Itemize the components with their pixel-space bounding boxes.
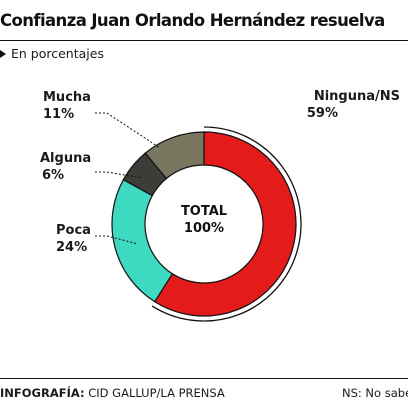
subtitle-text: En porcentajes (11, 46, 104, 61)
slice-value-ninguna: 59% (306, 106, 338, 121)
donut-slices (111, 126, 302, 322)
donut-center-label: TOTAL 100% (164, 203, 244, 237)
source-credit: INFOGRAFÍA: CID GALLUP/LA PRENSA (0, 386, 225, 400)
leader-line-mucha (95, 112, 161, 149)
slice-value-alguna: 6% (42, 168, 65, 183)
chart-subtitle: En porcentajes (0, 46, 104, 61)
bottom-divider (0, 378, 408, 379)
center-total-value: 100% (183, 221, 225, 236)
donut-slice-ninguna-ns (153, 131, 297, 317)
leader-line-poca (95, 235, 139, 245)
slice-value-poca: 24% (56, 240, 88, 255)
slice-name-alguna: Alguna (40, 151, 92, 166)
slice-name-poca: Poca (56, 223, 91, 238)
footnote: NS: No sabe (342, 386, 408, 400)
slice-label-ninguna: Ninguna/NS 59% (290, 88, 400, 122)
slice-value-mucha: 11% (43, 107, 75, 122)
triangle-bullet-icon (0, 49, 6, 58)
chart-title: Confianza Juan Orlando Hernández resuelv… (0, 11, 385, 30)
slice-name-mucha: Mucha (43, 90, 91, 105)
slice-label-alguna: Alguna 6% (40, 150, 91, 184)
slice-label-mucha: Mucha 11% (43, 89, 91, 123)
credit-label: INFOGRAFÍA: (0, 386, 85, 400)
credit-value: CID GALLUP/LA PRENSA (88, 386, 225, 400)
center-total-label: TOTAL (180, 204, 228, 219)
top-divider (0, 40, 408, 41)
slice-label-poca: Poca 24% (56, 222, 91, 256)
slice-name-ninguna: Ninguna/NS (313, 89, 400, 104)
leader-line-alguna (95, 171, 143, 179)
donut-slice-poca (111, 178, 174, 303)
leader-lines (95, 112, 161, 245)
highlight-outline-ninguna-ns (151, 126, 302, 322)
donut-slice-mucha (144, 131, 205, 180)
